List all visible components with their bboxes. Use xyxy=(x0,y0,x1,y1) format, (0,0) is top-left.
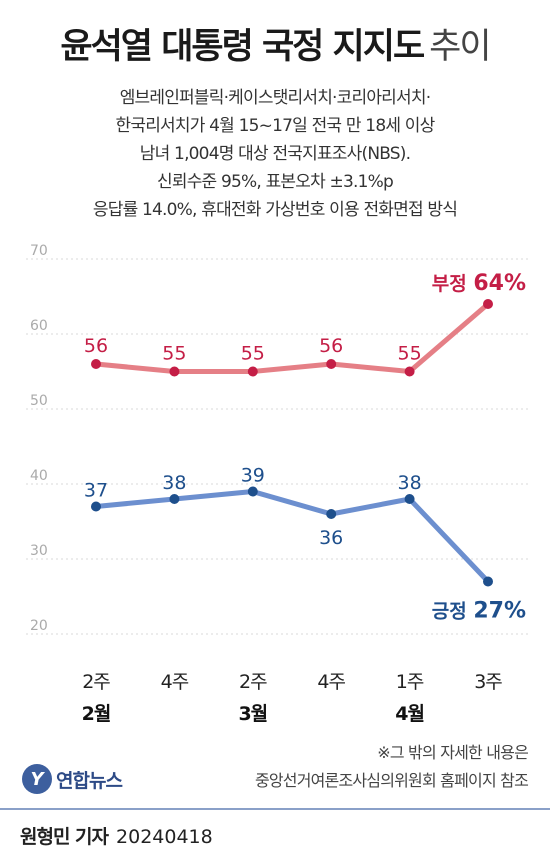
data-point xyxy=(91,359,101,369)
data-label: 39 xyxy=(241,465,265,487)
series-final-value: 27% xyxy=(473,599,526,624)
data-label: 56 xyxy=(84,335,108,357)
x-month-label: 3월 xyxy=(238,703,267,725)
title-main: 윤석열 대통령 국정 지지도 xyxy=(60,27,425,67)
data-point xyxy=(326,509,337,519)
publish-date: 20240418 xyxy=(116,826,213,848)
reporter-name: 원형민 기자 xyxy=(20,826,109,848)
series-end-label: 부정 64% xyxy=(432,271,526,296)
data-label: 36 xyxy=(319,527,343,549)
x-tick-label: 4주 xyxy=(317,671,345,693)
yonhap-logo: Y 연합뉴스 xyxy=(22,764,123,794)
note-line: 중앙선거여론조사심의위원회 홈페이지 참조 xyxy=(254,771,529,790)
series-name: 부정 xyxy=(432,273,474,295)
data-point xyxy=(91,501,101,512)
x-month-label: 4월 xyxy=(395,703,424,725)
data-label: 38 xyxy=(162,472,186,494)
description-line: 응답률 14.0%, 휴대전화 가상번호 이용 전화면접 방식 xyxy=(92,200,458,220)
data-label: 55 xyxy=(162,343,186,365)
series-name: 긍정 xyxy=(432,601,474,623)
x-tick-label: 2주 xyxy=(239,671,267,693)
data-label: 56 xyxy=(319,335,343,357)
series-final-value: 64% xyxy=(473,271,526,296)
data-label: 55 xyxy=(398,343,422,365)
y-tick-label: 30 xyxy=(30,543,48,559)
series-line-positive xyxy=(93,489,491,584)
x-tick-label: 3주 xyxy=(474,671,502,693)
description-line: 신뢰수준 95%, 표본오차 ±3.1%p xyxy=(157,172,394,192)
survey-description: 엠브레인퍼블릭·케이스탯리서치·코리아리서치· 한국리서치가 4월 15~17일… xyxy=(0,84,550,224)
description-line: 남녀 1,004명 대상 전국지표조사(NBS). xyxy=(139,144,411,164)
data-label: 37 xyxy=(84,480,108,502)
chart-title: 윤석열 대통령 국정 지지도 추이 xyxy=(0,18,550,69)
series-line-negative xyxy=(93,301,491,374)
title-sub: 추이 xyxy=(429,27,491,67)
data-point xyxy=(247,486,258,497)
logo-text: 연합뉴스 xyxy=(56,769,123,792)
byline: 원형민 기자 20240418 xyxy=(0,808,550,861)
data-label: 38 xyxy=(398,472,422,494)
x-tick-label: 1주 xyxy=(396,671,424,693)
data-point xyxy=(169,494,180,504)
y-tick-label: 40 xyxy=(30,468,48,484)
y-tick-label: 70 xyxy=(30,243,48,259)
x-tick-label: 4주 xyxy=(161,671,189,693)
data-point xyxy=(404,366,415,377)
y-tick-label: 20 xyxy=(30,618,48,634)
data-label: 55 xyxy=(241,343,265,365)
source-note: ※그 밖의 자세한 내용은 중앙선거여론조사심의위원회 홈페이지 참조 xyxy=(254,739,529,795)
line-chart: 20 30 40 50 60 70 2주 4주 2주 4주 1주 3주 2월 3월 4월 56 55 55 56 55… xyxy=(26,243,528,725)
data-point xyxy=(326,359,337,369)
data-point xyxy=(483,576,493,587)
y-tick-label: 60 xyxy=(30,318,48,334)
y-tick-label: 50 xyxy=(30,393,48,409)
series-end-label: 긍정 27% xyxy=(432,599,526,624)
data-point xyxy=(247,366,258,377)
x-month-label: 2월 xyxy=(82,703,111,725)
logo-mark-icon: Y xyxy=(22,764,52,794)
description-line: 엠브레인퍼블릭·케이스탯리서치·코리아리서치· xyxy=(119,88,431,108)
data-point xyxy=(404,494,415,504)
data-point xyxy=(169,366,180,377)
note-line: ※그 밖의 자세한 내용은 xyxy=(377,743,529,762)
x-tick-label: 2주 xyxy=(82,671,110,693)
data-point xyxy=(483,299,493,309)
description-line: 한국리서치가 4월 15~17일 전국 만 18세 이상 xyxy=(115,116,436,136)
